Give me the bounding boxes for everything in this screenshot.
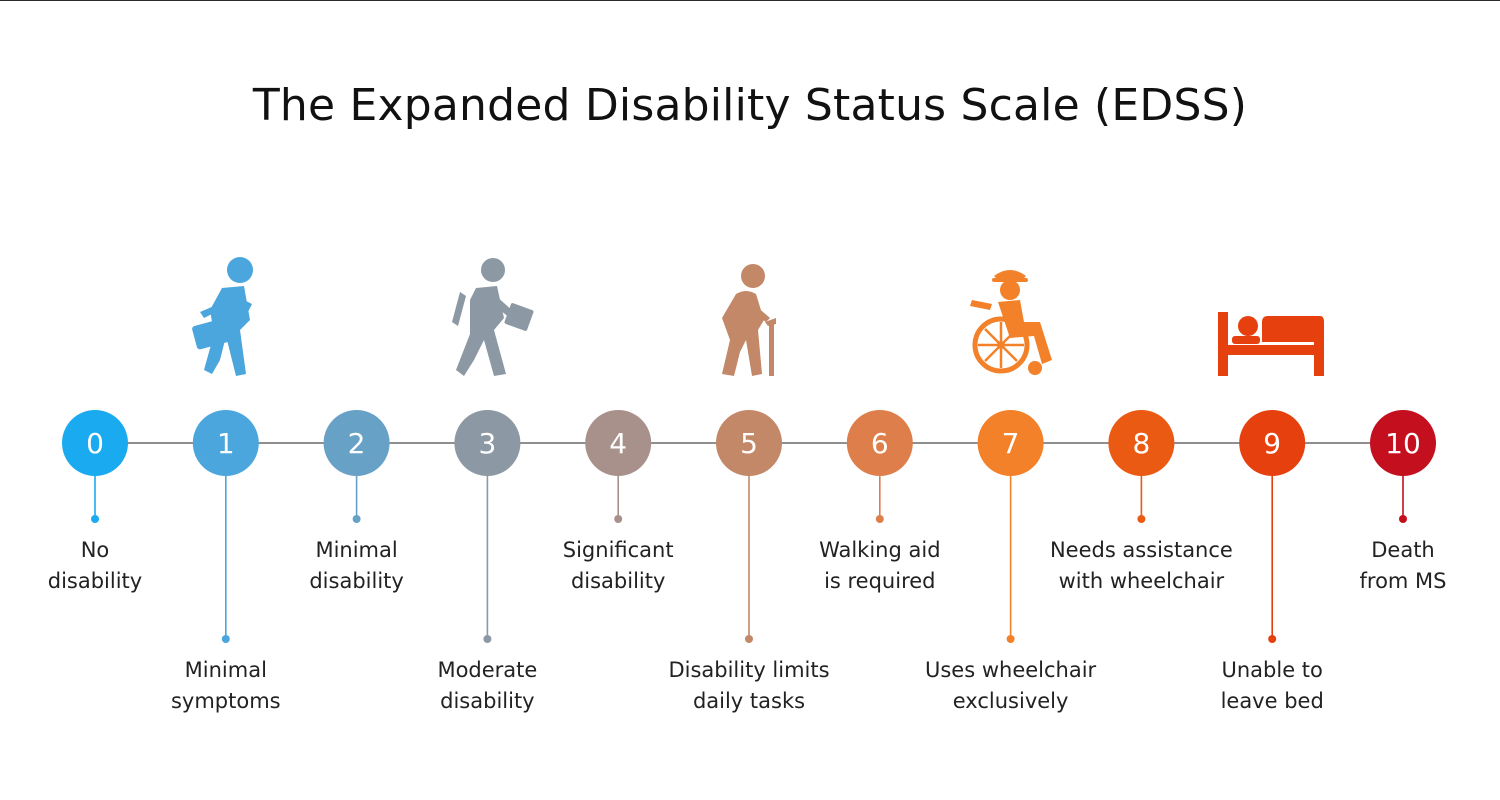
level-number-4: 4: [609, 427, 627, 460]
level-label-2-line-1: Minimal: [315, 538, 398, 562]
level-label-7-line-1: Uses wheelchair: [924, 658, 1097, 682]
level-label-2-line-2: disability: [309, 569, 404, 593]
level-node-7: [977, 410, 1044, 476]
connector-dot-3: [483, 635, 492, 643]
level-node-6: [846, 410, 913, 476]
connector-dot-0: [91, 515, 99, 523]
level-label-10-line-2: from MS: [1359, 569, 1447, 593]
connector-dot-7: [1006, 635, 1015, 643]
connector-dot-4: [614, 515, 623, 523]
level-label-9-line-2: leave bed: [1220, 689, 1324, 713]
level-number-10: 10: [1385, 427, 1421, 460]
level-label-1-line-1: Minimal: [184, 658, 267, 682]
level-number-2: 2: [348, 427, 366, 460]
level-number-6: 6: [871, 427, 889, 460]
level-node-10: [1370, 410, 1436, 476]
connector-dot-10: [1399, 515, 1407, 523]
level-number-3: 3: [478, 427, 496, 460]
level-number-9: 9: [1263, 427, 1281, 460]
connector-dot-1: [221, 635, 230, 643]
level-label-8-line-2: with wheelchair: [1058, 569, 1225, 593]
level-node-0: [62, 410, 128, 476]
level-label-9-line-1: Unable to: [1221, 658, 1323, 682]
bedridden-icon: [1218, 312, 1324, 376]
level-number-7: 7: [1002, 427, 1020, 460]
level-label-8-line-1: Needs assistance: [1049, 538, 1233, 562]
level-label-10-line-1: Death: [1371, 538, 1435, 562]
connector-dot-8: [1137, 515, 1146, 523]
walking-with-bag-icon: [452, 258, 534, 376]
level-node-9: [1239, 410, 1306, 476]
level-label-4-line-2: disability: [570, 569, 666, 593]
level-label-7-line-2: exclusively: [952, 689, 1069, 713]
level-number-5: 5: [740, 427, 758, 460]
level-node-3: [454, 410, 521, 476]
walking-with-cane-icon: [722, 264, 776, 376]
connector-dot-2: [352, 515, 361, 523]
level-label-1-line-2: symptoms: [170, 689, 281, 713]
level-label-5-line-1: Disability limits: [668, 658, 830, 682]
connector-dot-9: [1268, 635, 1277, 643]
level-number-0: 0: [86, 427, 104, 460]
scale-nodes: 0 1 2 3 4 5 6 7 8 9 10: [62, 410, 1436, 476]
level-node-1: [192, 410, 259, 476]
level-label-5-line-2: daily tasks: [692, 689, 806, 713]
level-label-6-line-1: Walking aid: [819, 538, 941, 562]
level-label-4-line-1: Significant: [562, 538, 674, 562]
level-label-0-line-1: No: [80, 538, 110, 562]
level-node-5: [716, 410, 782, 476]
level-number-8: 8: [1132, 427, 1150, 460]
level-node-4: [585, 410, 652, 476]
top-border: [0, 0, 1500, 1]
connector-dot-6: [875, 515, 884, 523]
wheelchair-user-icon: [970, 270, 1052, 375]
level-label-3-line-1: Moderate: [437, 658, 538, 682]
level-label-0-line-2: disability: [47, 569, 143, 593]
page-title: The Expanded Disability Status Scale (ED…: [252, 80, 1248, 131]
connector-dot-5: [745, 635, 753, 643]
level-node-2: [323, 410, 390, 476]
level-label-3-line-2: disability: [440, 689, 535, 713]
walking-with-briefcase-icon: [192, 257, 253, 376]
level-label-6-line-2: is required: [824, 569, 936, 593]
connectors: [91, 476, 1407, 643]
level-number-1: 1: [217, 427, 235, 460]
level-node-8: [1108, 410, 1175, 476]
